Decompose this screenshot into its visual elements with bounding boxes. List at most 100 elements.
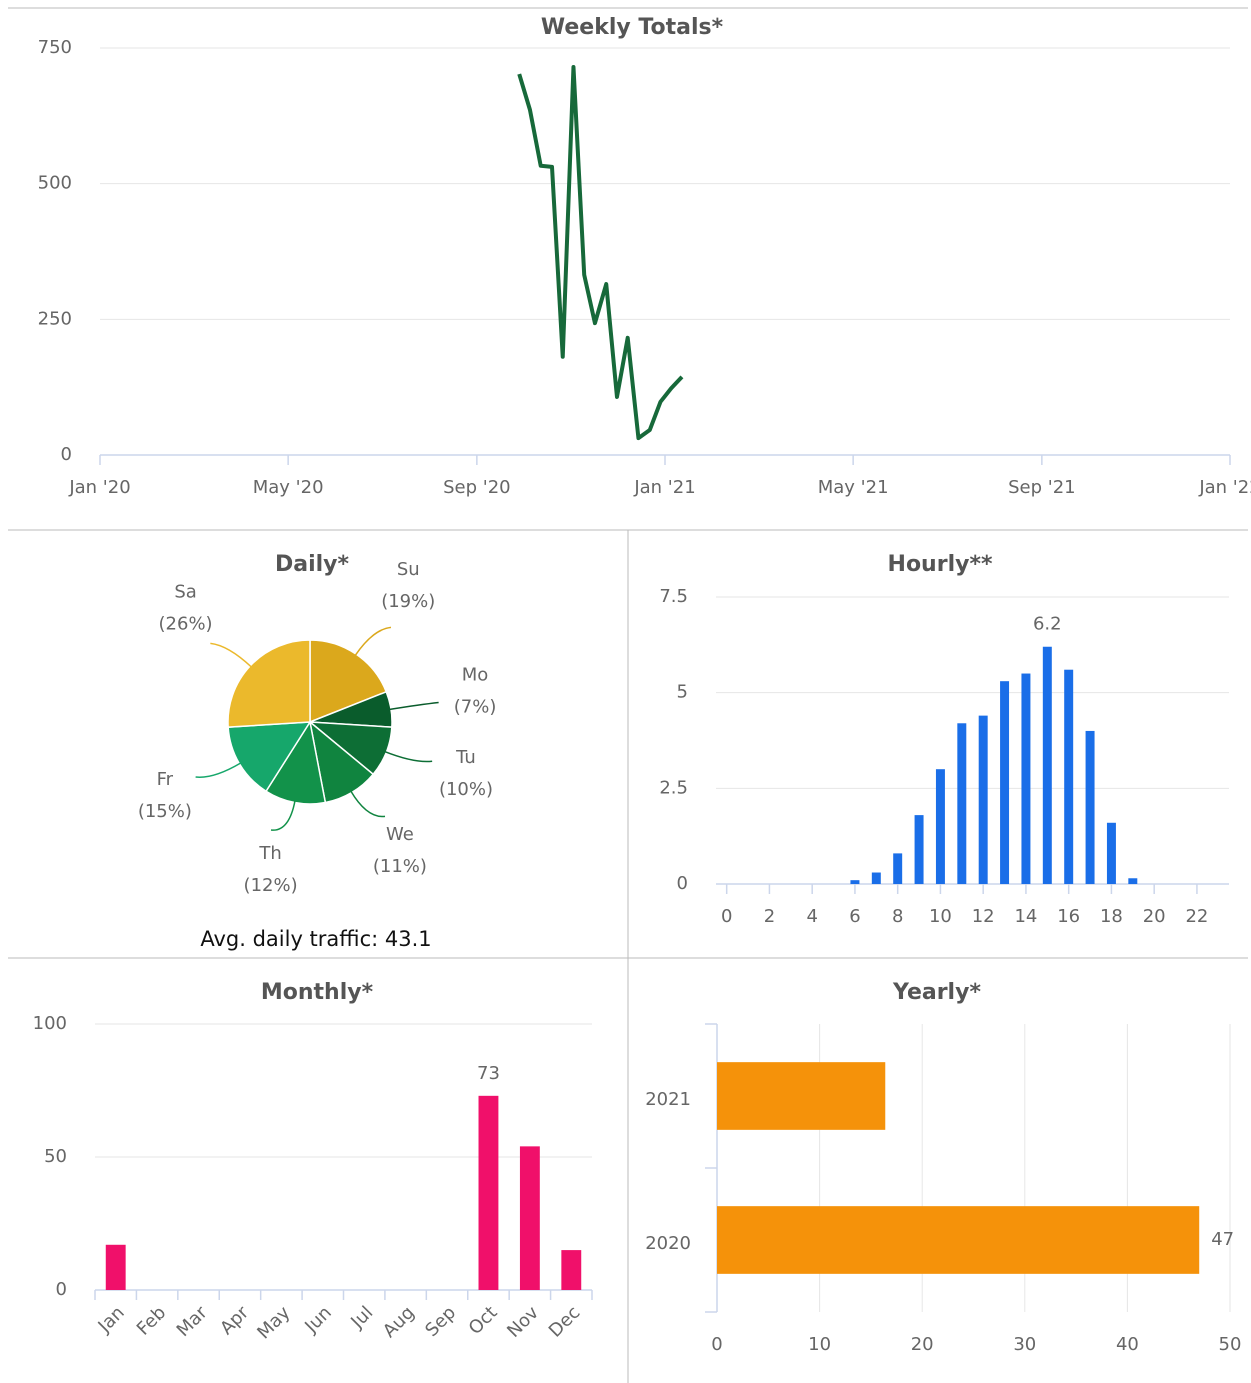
leader-line [384,750,433,763]
x-tick-label: 12 [972,906,995,927]
x-tick-label: Nov [503,1302,543,1342]
x-tick-label: Aug [379,1302,419,1342]
pie-label: We [386,824,414,845]
x-tick-label: May [253,1302,294,1343]
pie-label: Fr [157,769,174,790]
x-tick-label: Apr [216,1302,253,1339]
line [517,64,684,441]
bar [717,1206,1200,1274]
pie-label: Sa [174,582,196,603]
y-tick-label: 2021 [645,1089,691,1110]
x-tick-label: Jan '21 [633,477,695,498]
bar [519,1146,540,1290]
x-tick-label: 16 [1057,906,1080,927]
pie-value-label: (19%) [381,591,435,612]
x-tick-label: 2 [764,906,775,927]
leader-line [210,642,253,668]
bar [1000,681,1010,884]
y-tick-label: 0 [56,1279,67,1300]
y-tick-label: 2.5 [659,777,688,798]
y-tick-label: 750 [38,37,72,58]
pie-value-label: (7%) [454,696,497,717]
y-tick-label: 100 [33,1013,67,1034]
x-tick-label: 20 [911,1334,934,1355]
leader-line [388,701,439,711]
x-tick-label: Dec [545,1302,584,1341]
y-tick-label: 7.5 [659,586,688,607]
bar [717,1062,886,1130]
x-tick-label: May '20 [253,477,324,498]
chart-title: Yearly* [892,980,981,1005]
pie-value-label: (15%) [138,801,192,822]
x-tick-label: 6 [849,906,860,927]
x-tick-label: Oct [465,1302,502,1339]
bar [893,853,903,884]
x-tick-label: Feb [133,1302,170,1339]
y-tick-label: 500 [38,173,72,194]
y-tick-label: 0 [61,444,72,465]
x-tick-label: 14 [1014,906,1037,927]
x-tick-label: 10 [929,906,952,927]
pie-value-label: (12%) [244,875,298,896]
x-tick-label: Jan [94,1302,129,1337]
x-tick-label: Sep '21 [1008,477,1076,498]
y-tick-label: 5 [677,682,688,703]
y-tick-label: 0 [677,873,688,894]
bar [957,723,967,884]
y-tick-label: 250 [38,308,72,329]
x-tick-label: 50 [1219,1334,1242,1355]
leader-line [195,762,242,778]
leader-line [350,790,386,818]
x-tick-label: 18 [1100,906,1123,927]
x-tick-label: Jan '22 [1198,477,1251,498]
chart-title: Monthly* [261,980,374,1005]
x-tick-label: May '21 [818,477,889,498]
x-tick-label: Jun [300,1302,335,1337]
data-label: 47 [1211,1229,1234,1250]
x-tick-label: 30 [1013,1334,1036,1355]
pie-value-label: (11%) [373,856,427,877]
bar [914,815,924,884]
x-tick-label: 22 [1185,906,1208,927]
x-tick-label: Sep '20 [443,477,511,498]
pie-label: Su [397,559,420,580]
pie-label: Tu [455,747,476,768]
pie-label: Th [258,843,281,864]
leader-line [354,626,392,657]
y-tick-label: 2020 [645,1233,691,1254]
data-label: 6.2 [1033,614,1062,635]
annotation: Avg. daily traffic: 43.1 [200,927,431,951]
bar [850,880,860,884]
pie-label: Mo [462,664,489,685]
bar [978,715,988,884]
chart-title: Weekly Totals* [541,15,724,40]
bar [1128,878,1138,884]
bar [1085,730,1095,884]
x-tick-label: 4 [806,906,817,927]
data-label: 73 [477,1063,500,1084]
chart-title: Daily* [275,552,350,577]
bar [935,769,945,884]
bar [871,872,881,884]
pie-slice [227,639,311,728]
pie-value-label: (10%) [439,779,493,800]
bar [1064,669,1074,884]
x-tick-label: 0 [711,1334,722,1355]
bar [105,1244,126,1290]
pie-value-label: (26%) [159,614,213,635]
bar [1106,822,1116,884]
bar [1042,646,1052,884]
x-tick-label: Sep [421,1302,460,1341]
chart-title: Hourly** [888,552,993,577]
x-tick-label: Jan '20 [68,477,130,498]
x-tick-label: 20 [1143,906,1166,927]
bar [478,1095,499,1290]
x-tick-label: Mar [173,1302,212,1341]
x-tick-label: 0 [721,906,732,927]
y-tick-label: 50 [44,1146,67,1167]
bar [1021,673,1031,884]
leader-line [270,800,296,831]
x-tick-label: 10 [808,1334,831,1355]
